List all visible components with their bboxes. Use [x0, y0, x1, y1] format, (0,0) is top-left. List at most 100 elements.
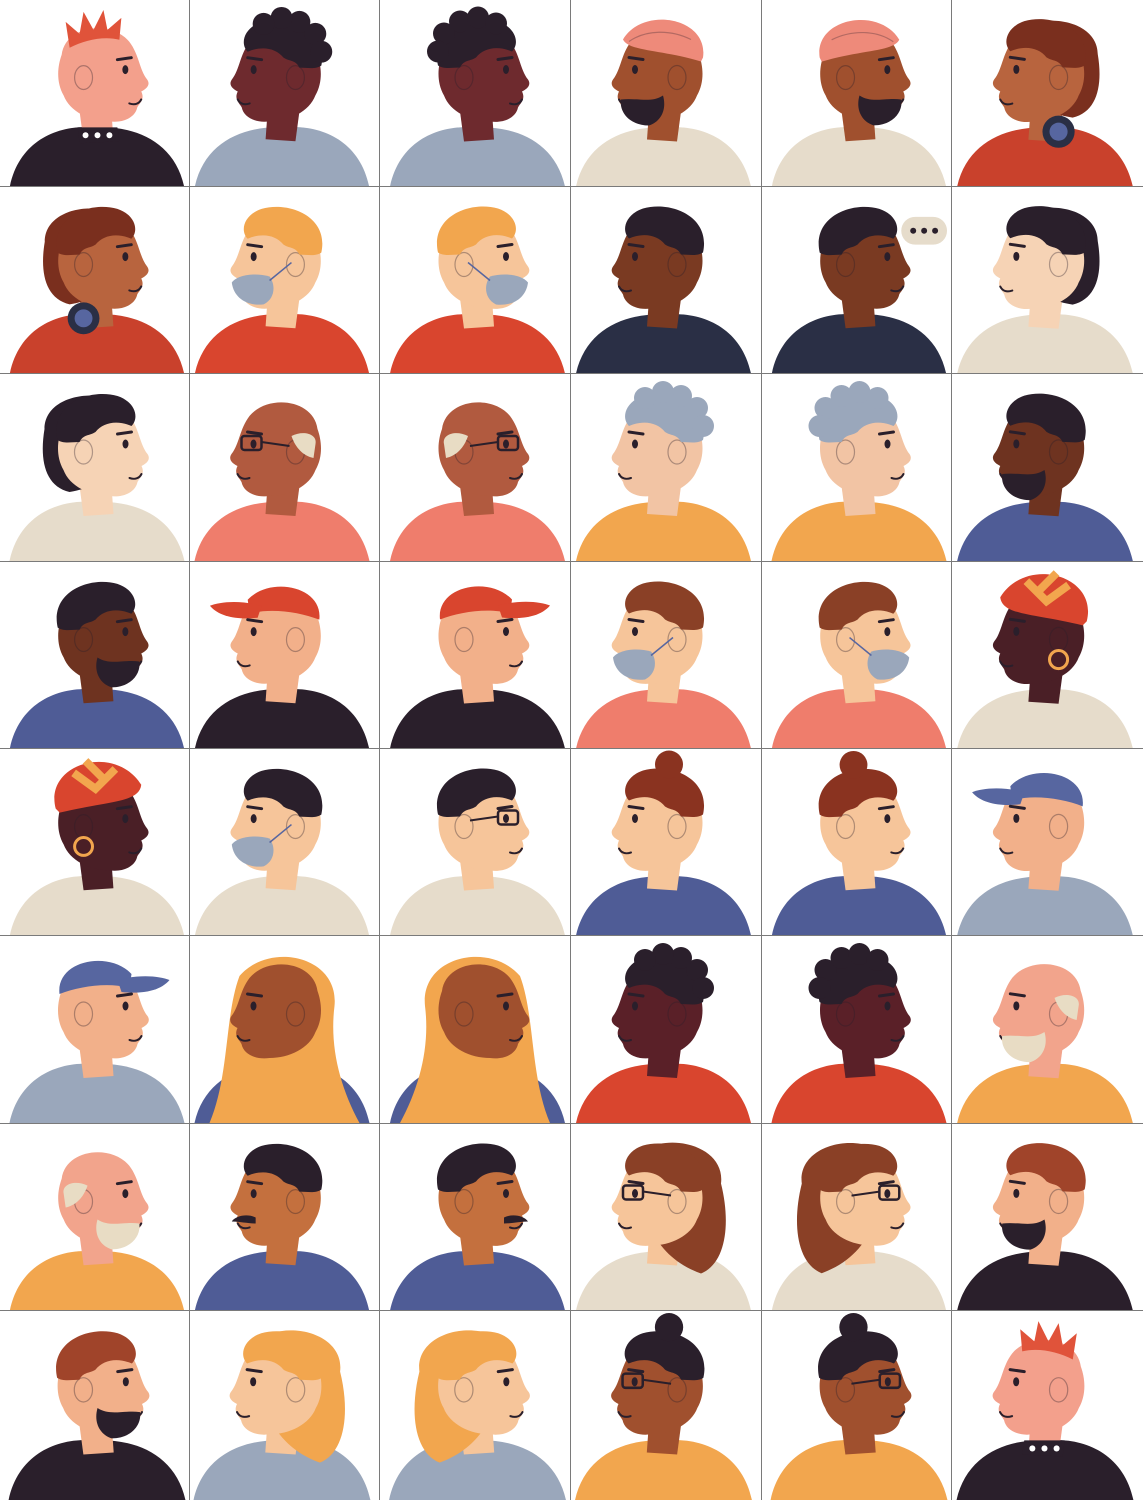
mouth	[890, 1411, 906, 1418]
ear	[285, 252, 305, 278]
eyebrow	[496, 56, 514, 61]
eyebrow	[496, 430, 514, 436]
ear	[835, 439, 856, 465]
hair	[56, 581, 136, 631]
portrait-hair-bun-video-call	[762, 749, 952, 936]
portrait-patterned-headwrap-talking	[0, 749, 190, 936]
ear	[836, 627, 856, 653]
ear	[73, 1377, 94, 1403]
shirt	[576, 501, 751, 561]
side-hair	[63, 1182, 88, 1208]
hair-curl	[686, 397, 708, 419]
eyebrow	[115, 1180, 133, 1186]
eye	[632, 65, 638, 74]
mouth	[509, 1222, 523, 1230]
hair-curl	[433, 22, 455, 45]
ear	[1048, 439, 1069, 465]
headwrap-pattern	[71, 758, 119, 794]
portrait-orange-hijab	[190, 936, 380, 1124]
eye	[884, 252, 891, 262]
mouth	[236, 1222, 251, 1230]
shirt	[576, 1063, 751, 1123]
mouth	[509, 473, 523, 480]
ear	[836, 65, 856, 91]
shirt	[194, 313, 370, 373]
collar-stud	[1041, 1445, 1048, 1452]
cap-crown	[439, 586, 512, 620]
mohawk-hair	[65, 9, 122, 48]
eye	[884, 439, 891, 449]
portrait-wavy-hair-red-glasses-pointing	[762, 1124, 952, 1311]
cap-brim	[972, 788, 1025, 805]
hair	[1006, 1143, 1086, 1192]
shirt	[194, 688, 370, 748]
hair-curl	[808, 977, 831, 999]
shirt	[957, 876, 1133, 935]
eyebrow	[627, 56, 645, 61]
eye	[632, 1001, 638, 1011]
mouth	[236, 473, 251, 480]
mask-strap	[650, 636, 674, 657]
shirt	[957, 1251, 1133, 1310]
hair-bun	[655, 750, 683, 779]
headphones-inner	[1049, 122, 1068, 141]
portrait-mustache-blue-shirt-talking	[380, 1124, 571, 1311]
eye	[632, 814, 638, 823]
ear	[454, 813, 474, 840]
shirt	[9, 875, 185, 935]
hoop-earring	[1048, 648, 1070, 671]
eye	[1013, 439, 1020, 449]
ear	[454, 64, 474, 91]
portrait-turban-beard	[571, 0, 762, 187]
mask-strap	[269, 262, 292, 282]
eye	[250, 1001, 257, 1011]
shirt	[8, 1439, 186, 1500]
eye	[884, 1189, 891, 1199]
shirt	[957, 689, 1133, 748]
cap-crown	[247, 586, 320, 620]
eye	[632, 252, 638, 261]
hair	[436, 1143, 516, 1192]
mustache	[231, 1215, 256, 1224]
beard	[96, 1408, 141, 1439]
hair	[625, 1143, 705, 1192]
eye	[1013, 1001, 1020, 1011]
eyebrow	[627, 243, 645, 248]
ear	[454, 1377, 474, 1403]
shirt	[770, 1439, 948, 1500]
hair-curl	[467, 6, 489, 29]
eye	[503, 627, 509, 636]
portrait-bald-older-man-glasses-talking	[380, 374, 571, 562]
hair	[436, 768, 516, 817]
ear	[836, 252, 856, 278]
mouth	[890, 1035, 905, 1042]
eye	[122, 439, 129, 449]
eyebrow	[496, 1368, 514, 1374]
head	[58, 1152, 149, 1246]
ear	[73, 1001, 94, 1027]
hair-curl	[270, 6, 293, 29]
hair-curl	[692, 977, 714, 999]
shirt	[194, 1250, 370, 1310]
ear	[74, 252, 94, 278]
eyebrow	[246, 430, 263, 436]
ear	[285, 1377, 306, 1403]
portrait-dark-bun-glasses-scarf	[571, 1311, 762, 1500]
face-mask	[867, 649, 910, 680]
hair-curl	[670, 947, 692, 969]
portrait-glasses-phone-glove	[380, 749, 571, 936]
hair-curl	[634, 949, 656, 971]
eyebrow	[496, 243, 514, 248]
eyebrow	[115, 618, 133, 624]
eyebrow	[627, 1368, 645, 1374]
ear	[667, 1188, 687, 1215]
beard	[1002, 1219, 1046, 1250]
eyebrow	[246, 243, 264, 249]
eye	[631, 1377, 638, 1387]
ear	[285, 627, 305, 653]
portrait-ginger-beard-turtleneck	[952, 1124, 1143, 1311]
eye	[122, 814, 129, 824]
portrait-black-bob-smiling	[0, 374, 190, 562]
eyebrow	[1008, 617, 1026, 623]
hair	[818, 768, 898, 818]
